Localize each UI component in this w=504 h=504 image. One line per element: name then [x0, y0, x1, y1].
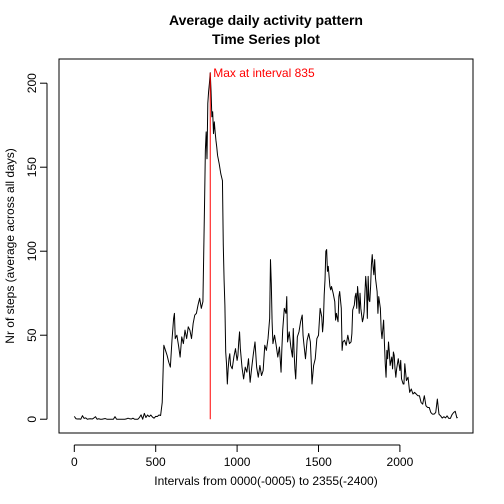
y-axis-label: Nr of steps (average across all days)	[3, 148, 17, 343]
y-tick-label: 200	[25, 73, 39, 93]
plot-area: Max at interval 835	[73, 66, 458, 420]
x-tick-label: 0	[71, 455, 78, 469]
y-tick-label: 150	[25, 157, 39, 177]
x-axis-label: Intervals from 0000(-0005) to 2355(-2400…	[154, 474, 377, 488]
x-tick-label: 1000	[224, 455, 251, 469]
x-tick-label: 500	[146, 455, 166, 469]
x-tick-label: 1500	[305, 455, 332, 469]
chart-subtitle: Time Series plot	[212, 31, 320, 47]
y-axis: 0 50 100 150 200	[25, 73, 48, 423]
y-tick-label: 50	[25, 328, 39, 342]
activity-series-line	[73, 72, 458, 420]
y-tick-label: 100	[25, 241, 39, 261]
plot-frame	[58, 58, 474, 434]
y-tick-label: 0	[25, 416, 39, 423]
x-tick-label: 2000	[387, 455, 414, 469]
chart-title: Average daily activity pattern	[169, 12, 363, 28]
x-axis: 0 500 1000 1500 2000	[71, 444, 414, 469]
max-interval-annotation: Max at interval 835	[213, 66, 315, 80]
